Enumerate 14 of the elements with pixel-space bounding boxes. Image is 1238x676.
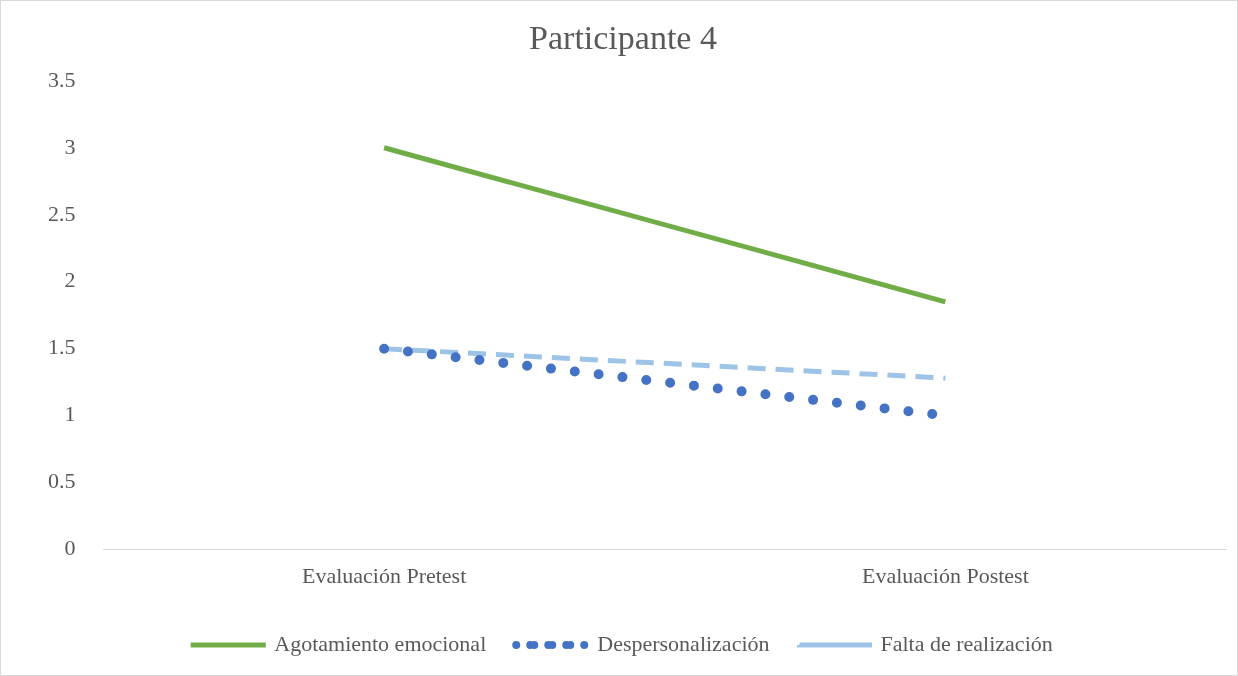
y-tick-label: 3 bbox=[64, 133, 76, 159]
y-tick-label: 0.5 bbox=[48, 468, 76, 494]
y-tick-label: 2.5 bbox=[48, 200, 76, 226]
legend-label: Agotamiento emocional bbox=[274, 630, 487, 656]
x-tick-label: Evaluación Pretest bbox=[301, 562, 467, 588]
y-tick-label: 0 bbox=[64, 535, 76, 561]
chart-title: Participante 4 bbox=[529, 19, 717, 57]
y-tick-label: 1 bbox=[64, 401, 76, 427]
y-tick-label: 2 bbox=[64, 267, 76, 293]
y-tick-label: 3.5 bbox=[48, 66, 76, 92]
legend-label: Despersonalización bbox=[597, 630, 770, 656]
y-tick-label: 1.5 bbox=[48, 334, 76, 360]
legend-label: Falta de realización bbox=[880, 630, 1053, 656]
x-tick-label: Evaluación Postest bbox=[861, 562, 1029, 588]
